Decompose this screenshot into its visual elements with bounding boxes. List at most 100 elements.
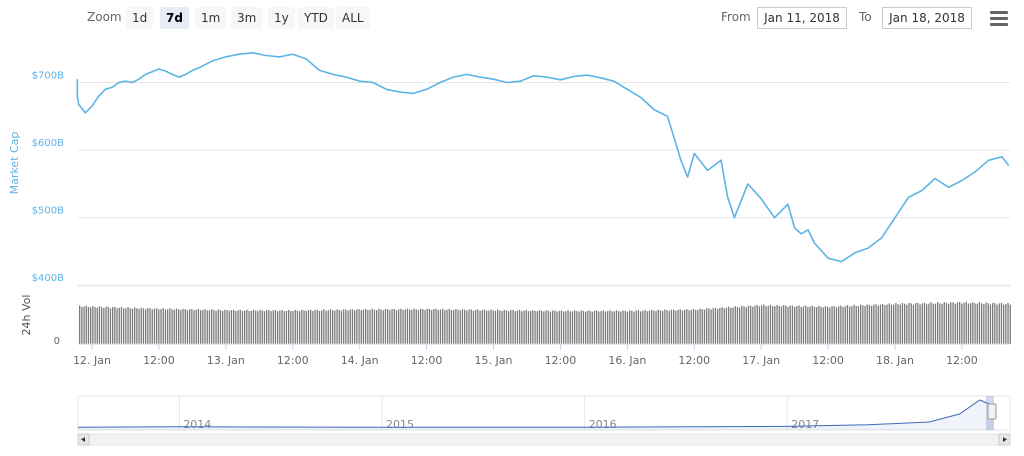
volume-bar xyxy=(899,304,901,344)
volume-bar xyxy=(732,307,734,344)
ytick-label: $600B xyxy=(32,138,64,149)
volume-bar xyxy=(468,309,470,344)
navigator-area[interactable] xyxy=(77,395,1011,431)
volume-bar xyxy=(945,302,948,344)
zoom-1y-button[interactable]: 1y xyxy=(268,7,295,29)
volume-bar xyxy=(547,310,549,344)
volume-bar xyxy=(345,309,347,344)
volume-bar xyxy=(455,309,457,344)
volume-bar xyxy=(697,310,699,344)
volume-bar xyxy=(666,310,668,344)
volume-bar xyxy=(351,309,354,344)
ytick-label: $700B xyxy=(32,71,64,82)
volume-bar xyxy=(391,309,393,344)
volume-bar xyxy=(312,311,314,344)
volume-bar xyxy=(464,309,466,344)
volume-bar xyxy=(578,311,580,344)
volume-bar xyxy=(651,309,653,344)
volume-bar xyxy=(626,311,629,344)
volume-bar xyxy=(268,310,270,344)
volume-bar xyxy=(167,309,169,344)
volume-bar xyxy=(123,308,125,344)
volume-bar xyxy=(406,308,409,344)
volume-bar xyxy=(479,310,481,344)
volume-bar xyxy=(263,311,266,344)
scrollbar-track[interactable] xyxy=(77,433,1011,446)
volume-bar xyxy=(780,306,783,344)
volume-bar xyxy=(543,311,545,344)
volume-bar xyxy=(545,310,547,344)
volume-bar xyxy=(292,311,294,344)
volume-bar xyxy=(444,310,446,344)
volume-bar xyxy=(846,305,849,344)
volume-bar xyxy=(618,311,620,344)
volume-bar xyxy=(866,304,868,344)
zoom-3m-button[interactable]: 3m xyxy=(231,7,263,29)
volume-bar xyxy=(178,309,180,344)
volume-bar xyxy=(648,310,651,344)
zoom-1m-button[interactable]: 1m xyxy=(195,7,227,29)
volume-bar xyxy=(290,310,292,344)
xtick-label: 12:00 xyxy=(545,354,577,367)
volume-bar xyxy=(838,306,840,344)
volume-bar xyxy=(402,309,404,344)
hamburger-menu-icon[interactable] xyxy=(990,11,1008,27)
to-date-input[interactable]: Jan 18, 2018 xyxy=(882,7,972,29)
volume-bar xyxy=(200,310,202,344)
volume-bar xyxy=(241,310,244,344)
volume-bar xyxy=(752,306,754,344)
volume-bar xyxy=(754,305,756,344)
volume-bar xyxy=(417,309,420,344)
volume-bar xyxy=(835,307,838,344)
volume-bar xyxy=(457,309,459,344)
volume-bar xyxy=(611,311,613,344)
volume-bar xyxy=(857,306,860,344)
volume-bar xyxy=(965,301,967,344)
volume-bar xyxy=(358,309,360,344)
volume-bar xyxy=(853,304,855,344)
volume-bar xyxy=(558,310,560,344)
volume-bar xyxy=(512,310,514,344)
volume-bar xyxy=(582,310,585,344)
volume-bar xyxy=(272,310,274,344)
zoom-ytd-button[interactable]: YTD xyxy=(298,7,334,29)
volume-bar xyxy=(565,311,567,344)
volume-bar xyxy=(708,308,710,344)
zoom-all-button[interactable]: ALL xyxy=(336,7,370,29)
volume-bar xyxy=(213,310,215,344)
volume-bar xyxy=(310,309,312,344)
volume-bar xyxy=(446,309,448,344)
volume-bar xyxy=(695,309,697,344)
volume-bar xyxy=(644,309,646,344)
volume-bar xyxy=(822,307,824,344)
volume-bar xyxy=(182,308,184,344)
volume-bar xyxy=(244,310,246,344)
volume-bar xyxy=(886,304,888,344)
volume-bar xyxy=(747,305,750,344)
zoom-1d-button[interactable]: 1d xyxy=(126,7,154,29)
volume-bar xyxy=(433,309,435,344)
navigator-handle[interactable] xyxy=(987,403,997,420)
volume-bar xyxy=(129,308,131,344)
volume-bar xyxy=(420,308,422,344)
volume-bar xyxy=(642,310,644,344)
volume-bar xyxy=(472,310,475,344)
volume-bar xyxy=(316,309,318,344)
from-date-input[interactable]: Jan 11, 2018 xyxy=(757,7,847,29)
volume-bar xyxy=(109,308,112,344)
volume-bar xyxy=(919,304,921,344)
volume-bar xyxy=(915,303,917,344)
volume-bar xyxy=(796,305,798,344)
volume-bar xyxy=(87,307,90,344)
zoom-7d-button[interactable]: 7d xyxy=(160,7,189,29)
xtick-label: 18. Jan xyxy=(876,354,914,367)
volume-bar xyxy=(400,308,402,344)
volume-bar xyxy=(321,310,323,344)
volume-bar xyxy=(994,303,996,344)
volume-bar xyxy=(261,310,263,344)
volume-bar xyxy=(926,304,928,344)
volume-bar xyxy=(706,308,708,344)
chevron-left-icon xyxy=(81,437,85,442)
volume-bar xyxy=(301,309,303,344)
volume-bar xyxy=(798,305,800,344)
